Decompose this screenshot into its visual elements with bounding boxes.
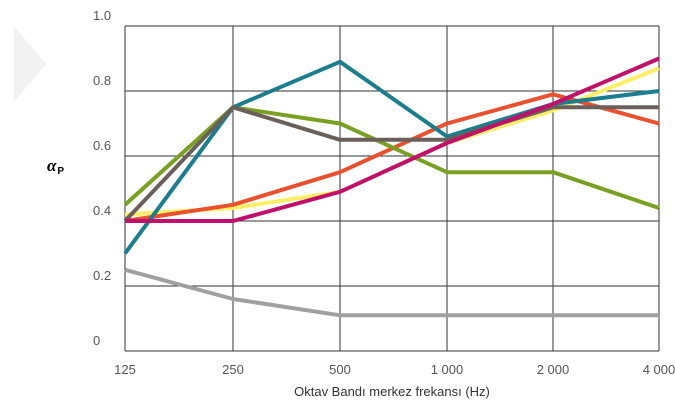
x-tick-label: 2 000 <box>537 362 570 377</box>
chart-grid <box>124 25 660 352</box>
y-tick-label: 0 <box>93 333 100 348</box>
series-line-6 <box>123 105 659 223</box>
series-line-1 <box>124 267 659 318</box>
series-line-4 <box>123 105 660 210</box>
y-tick-label: 1.0 <box>93 8 111 23</box>
chart-series <box>123 56 660 318</box>
series-line-3 <box>124 92 660 223</box>
y-tick-label: 0.6 <box>93 138 111 153</box>
y-tick-label: 0.8 <box>93 73 111 88</box>
x-tick-label: 125 <box>114 362 136 377</box>
y-axis-ticks: 0 0.2 0.4 0.6 0.8 1.0 <box>93 8 111 348</box>
x-tick-label: 250 <box>222 362 244 377</box>
y-tick-label: 0.4 <box>93 203 111 218</box>
y-axis-label-subscript: P <box>57 166 64 177</box>
y-tick-label: 0.2 <box>93 268 111 283</box>
series-line-5 <box>123 59 660 255</box>
x-tick-label: 500 <box>329 362 351 377</box>
y-axis-label-main: α <box>47 156 57 175</box>
y-axis-label: αP <box>47 156 64 177</box>
series-line-7 <box>125 56 660 223</box>
x-tick-label: 4 000 <box>643 362 675 377</box>
x-axis-ticks: 125 250 500 1 000 2 000 4 000 <box>114 362 675 377</box>
x-tick-label: 1 000 <box>431 362 464 377</box>
x-axis-label: Oktav Bandı merkez frekansı (Hz) <box>294 384 490 399</box>
decorative-arrow-shape <box>14 26 46 102</box>
